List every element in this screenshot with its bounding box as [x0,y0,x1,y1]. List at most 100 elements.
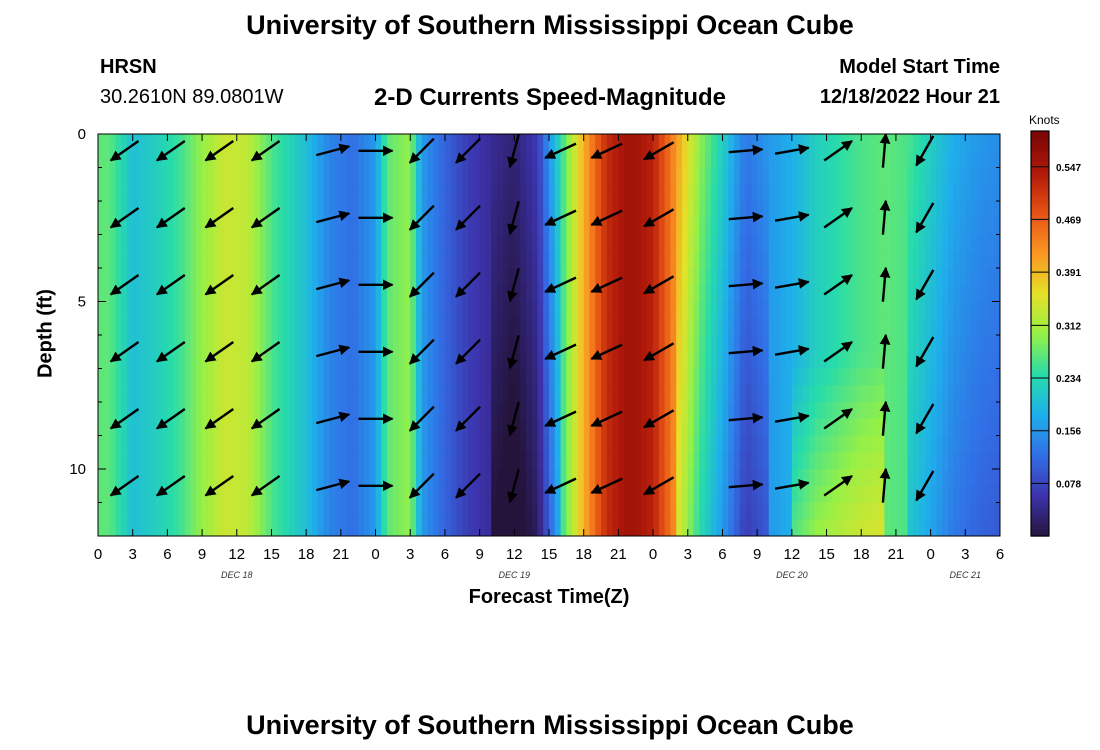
heatmap-cell [138,318,145,336]
heatmap-cell [329,301,336,319]
heatmap-cell [444,351,452,370]
x-tick-label: 12 [506,546,523,563]
heatmap-cell [924,184,932,202]
heatmap-cell [774,268,781,286]
heatmap-cell [433,502,440,520]
heatmap-cell [826,418,833,437]
heatmap-cell [560,251,567,269]
heatmap-cell [872,519,880,536]
heatmap-cell [629,435,637,453]
heatmap-cell [624,217,631,236]
heatmap-cell [861,150,868,169]
heatmap-cell [930,150,937,169]
heatmap-cell [317,150,325,169]
heatmap-cell [537,184,544,202]
heatmap-cell [433,217,440,236]
heatmap-cell [277,167,284,185]
heatmap-cell [791,201,799,219]
heatmap-cell [433,519,440,536]
heatmap-cell [259,268,267,286]
heatmap-cell [335,251,342,269]
heatmap-cell [283,234,290,252]
heatmap-cell [277,301,284,319]
heatmap-cell [629,284,637,303]
heatmap-cell [444,150,452,169]
heatmap-cell [549,251,556,269]
heatmap-cell [988,284,995,303]
heatmap-cell [416,201,423,219]
heatmap-cell [676,485,683,504]
heatmap-cell [572,301,579,319]
heatmap-cell [681,502,689,520]
heatmap-cell [525,268,533,286]
current-arrow [643,141,675,161]
colorbar-segment [1031,374,1049,378]
heatmap-cell [572,150,579,169]
heatmap-cell [439,284,446,303]
heatmap-cell [144,519,151,536]
heatmap-cell [479,469,486,487]
heatmap-cell [502,452,510,470]
heatmap-cell [699,335,706,353]
heatmap-cell [219,318,226,336]
heatmap-cell [132,368,140,386]
heatmap-cell [577,184,585,202]
heatmap-cell [728,301,735,319]
heatmap-cell [352,452,359,470]
heatmap-cell [196,268,203,286]
heatmap-cell [496,217,504,236]
heatmap-cell [786,435,793,453]
heatmap-cell [867,268,874,286]
heatmap-cell [890,301,897,319]
heatmap-cell [647,201,654,219]
heatmap-cell [681,418,689,437]
heatmap-cell [560,452,567,470]
heatmap-cell [554,217,562,236]
heatmap-cell [728,402,735,420]
heatmap-cell [618,385,625,403]
heatmap-cell [496,268,504,286]
heatmap-cell [346,284,354,303]
heatmap-cell [132,318,140,336]
heatmap-cell [629,469,637,487]
heatmap-cell [612,519,619,536]
heatmap-cell [190,418,197,437]
current-arrow [109,207,140,229]
heatmap-cell [236,251,244,269]
heatmap-cell [953,351,961,370]
heatmap-cell [947,201,955,219]
heatmap-cell [849,385,857,403]
heatmap-cell [196,234,203,252]
heatmap-cell [381,435,388,453]
heatmap-cell [895,251,903,269]
heatmap-cell [421,452,429,470]
heatmap-cell [843,251,851,269]
heatmap-cell [838,284,845,303]
heatmap-cell [496,402,504,420]
heatmap-cell [236,284,244,303]
heatmap-cell [612,234,619,252]
heatmap-cell [144,402,151,420]
heatmap-cell [369,150,377,169]
heatmap-cell [520,385,527,403]
current-arrow [915,202,935,234]
heatmap-cell [705,134,712,152]
heatmap-cell [618,502,625,520]
heatmap-cell [890,251,897,269]
heatmap-cell [398,368,406,386]
heatmap-cell [728,268,735,286]
heatmap-cell [814,301,822,319]
heatmap-cell [693,217,700,236]
heatmap-cell [953,519,961,536]
heatmap-cell [612,485,619,504]
heatmap-cell [786,418,793,437]
heatmap-cell [311,150,319,169]
heatmap-cell [508,519,515,536]
heatmap-cell [387,351,394,370]
heatmap-cell [560,184,567,202]
heatmap-cell [178,435,186,453]
heatmap-cell [265,368,273,386]
heatmap-cell [849,485,857,504]
heatmap-cell [259,201,267,219]
heatmap-cell [421,234,429,252]
